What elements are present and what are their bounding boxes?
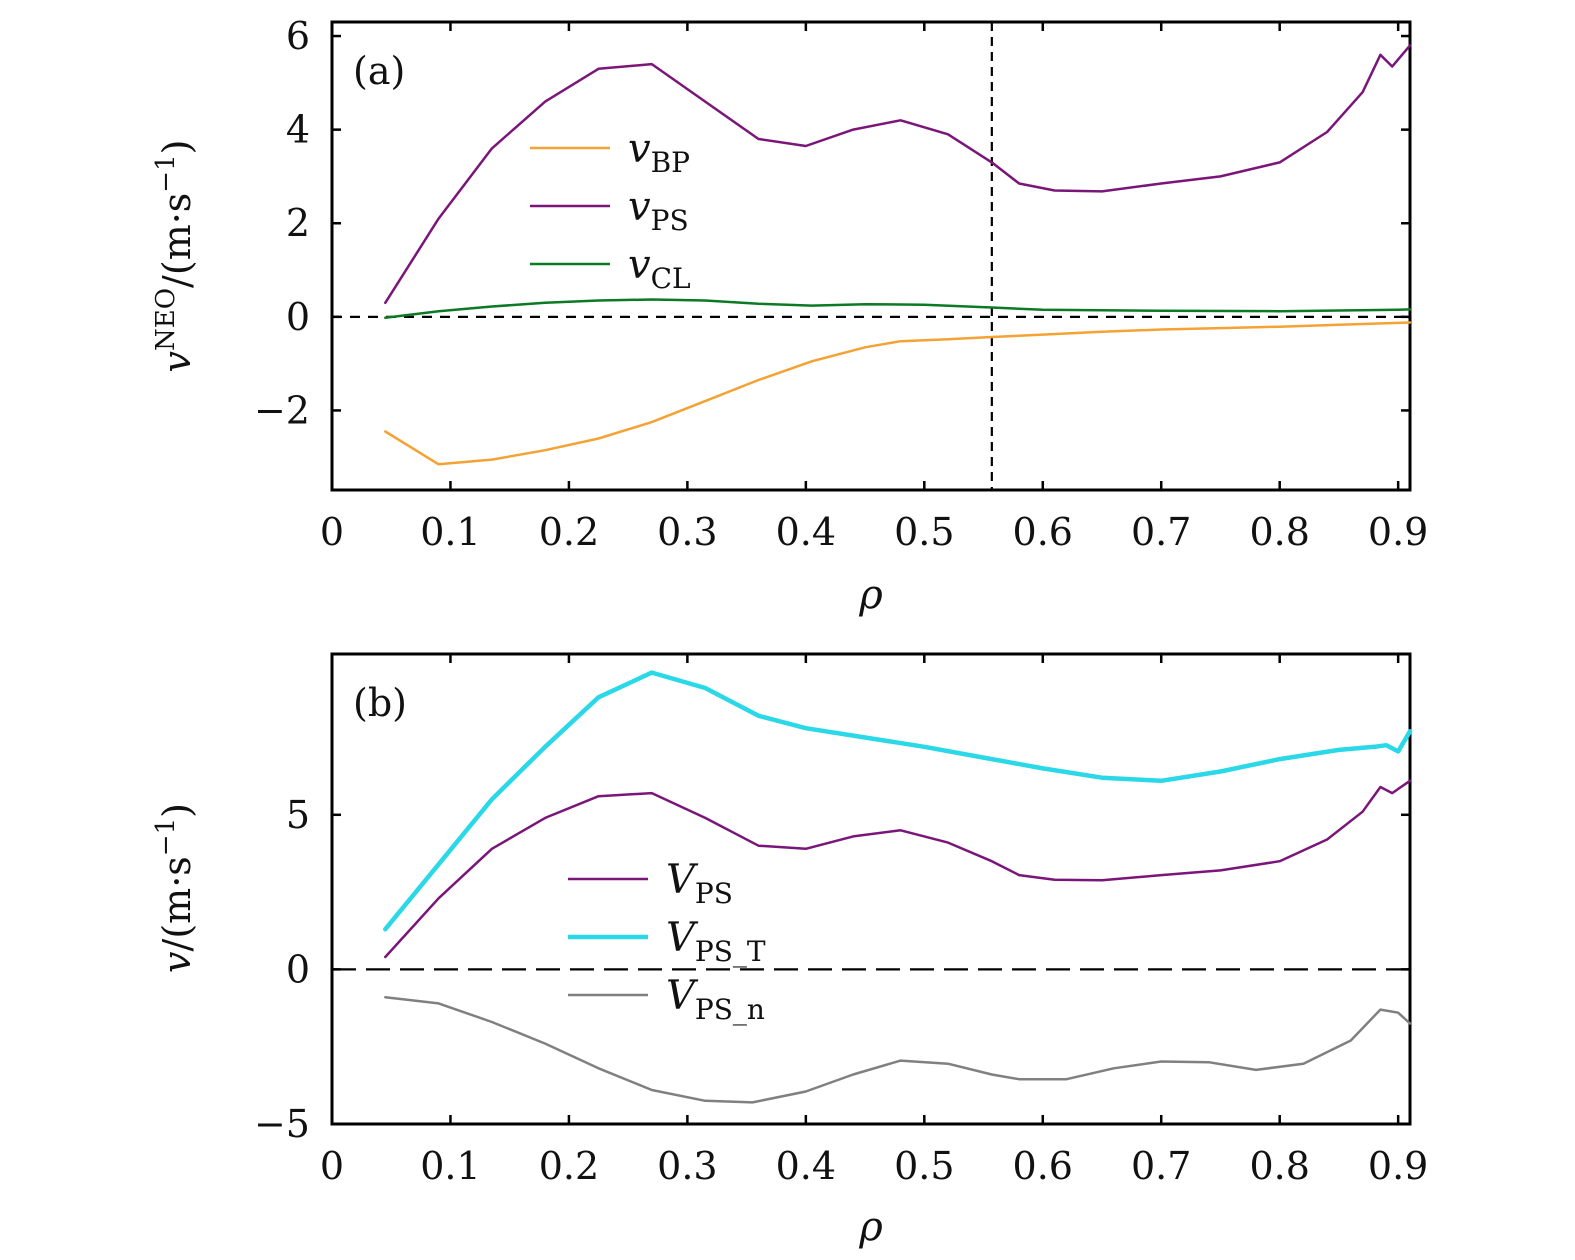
panel-b-ylabel-close: ) bbox=[155, 803, 199, 818]
panel-a-content: 0 0.1 0.2 0.3 0.4 0.5 0.6 0.7 0.8 0.9 −2 0 2 4 6 vBPvPS… bbox=[254, 14, 1428, 554]
panel-a-ytick-label: 0 bbox=[286, 295, 310, 339]
panel-b-xtick-label: 0.8 bbox=[1249, 1144, 1309, 1188]
panel-b-legend-label: VPS bbox=[666, 857, 733, 910]
panel-a-legend-label: vCL bbox=[628, 242, 691, 295]
panel-a-ylabel-base: v bbox=[155, 350, 199, 372]
panel-a-legend-label: vBP bbox=[628, 126, 690, 179]
panel-a-ytick-label: 2 bbox=[286, 201, 310, 245]
svg-text:v/(m·s−1): v/(m·s−1) bbox=[151, 803, 199, 973]
panel-a-ylabel-exp: −1 bbox=[151, 154, 181, 192]
panel-b-xtick-label: 0.7 bbox=[1131, 1144, 1191, 1188]
panel-b-ylabel-base: v bbox=[155, 951, 199, 973]
panel-a-legend-label: vPS bbox=[628, 184, 689, 237]
panel-a-xtick-label: 0.8 bbox=[1249, 510, 1309, 554]
panel-a-ylabel-close: ) bbox=[155, 140, 199, 155]
panel-a-xtick-label: 0.2 bbox=[539, 510, 599, 554]
panel-a-tag: (a) bbox=[353, 49, 405, 93]
svg-text:vNEO/(m·s−1): vNEO/(m·s−1) bbox=[151, 140, 199, 373]
panel-a-frame bbox=[330, 20, 1412, 492]
panel-b-xlabel: ρ bbox=[858, 1204, 883, 1250]
panel-b-xtick-label: 0.3 bbox=[657, 1144, 717, 1188]
panel-a-series-v-ps bbox=[384, 44, 1412, 305]
panel-a-ytick-label: 6 bbox=[286, 14, 310, 58]
panel-b-xtick-label: 0.2 bbox=[539, 1144, 599, 1188]
panel-a: 0 0.1 0.2 0.3 0.4 0.5 0.6 0.7 0.8 0.9 −2 0 2 4 6 vBPvPS… bbox=[151, 14, 1428, 618]
panel-b-ytick-label: −5 bbox=[254, 1102, 310, 1146]
panel-b-xtick-label: 0.9 bbox=[1368, 1144, 1428, 1188]
panel-a-xtick-label: 0.5 bbox=[894, 510, 954, 554]
panel-b-legend-label: VPS_T bbox=[666, 915, 766, 968]
panel-a-ytick-label: −2 bbox=[254, 388, 310, 432]
panel-a-series-v-cl bbox=[384, 298, 1412, 320]
panel-b-frame bbox=[330, 652, 1412, 1126]
panel-a-ytick-label: 4 bbox=[286, 108, 310, 152]
panel-b-ylabel-exp: −1 bbox=[151, 818, 181, 856]
panel-b-series-v-ps-t bbox=[383, 670, 1413, 932]
panel-a-xtick-label: 0.6 bbox=[1013, 510, 1073, 554]
panel-a-xtick-label: 0.7 bbox=[1131, 510, 1191, 554]
panel-a-xtick-label: 0.3 bbox=[657, 510, 717, 554]
panel-b-xtick-label: 0.1 bbox=[420, 1144, 480, 1188]
panel-a-xtick-label: 0.1 bbox=[420, 510, 480, 554]
panel-b-content: 0 0.1 0.2 0.3 0.4 0.5 0.6 0.7 0.8 0.9−505VPSVPS_T… bbox=[254, 654, 1428, 1188]
panel-b-xtick-label: 0 bbox=[320, 1144, 344, 1188]
panel-b: 0 0.1 0.2 0.3 0.4 0.5 0.6 0.7 0.8 0.9−505VPSVPS_T… bbox=[151, 652, 1428, 1250]
panel-a-xtick-label: 0 bbox=[320, 510, 344, 554]
panel-a-xtick-label: 0.9 bbox=[1368, 510, 1428, 554]
panel-b-ytick-label: 5 bbox=[286, 793, 310, 837]
panel-b-xtick-label: 0.6 bbox=[1013, 1144, 1073, 1188]
panel-a-series-v-bp bbox=[384, 321, 1412, 466]
panel-b-ylabel: v/(m·s−1) bbox=[151, 803, 199, 973]
panel-a-xlabel: ρ bbox=[858, 572, 883, 618]
panel-b-xtick-label: 0.4 bbox=[776, 1144, 836, 1188]
panel-b-series-v-ps-n bbox=[384, 995, 1412, 1104]
panel-b-legend-label: VPS_n bbox=[666, 973, 765, 1026]
panel-b-xtick-label: 0.5 bbox=[894, 1144, 954, 1188]
panel-a-ylabel-rest: /(m·s bbox=[155, 193, 199, 288]
panel-a-ylabel: vNEO/(m·s−1) bbox=[151, 140, 199, 373]
panel-b-series-v-ps bbox=[384, 779, 1412, 959]
panel-b-ytick-label: 0 bbox=[286, 947, 310, 991]
panel-a-ylabel-sup: NEO bbox=[151, 288, 181, 351]
panel-b-tag: (b) bbox=[353, 681, 407, 725]
panel-b-ylabel-rest: /(m·s bbox=[155, 856, 199, 951]
panel-a-xtick-label: 0.4 bbox=[776, 510, 836, 554]
